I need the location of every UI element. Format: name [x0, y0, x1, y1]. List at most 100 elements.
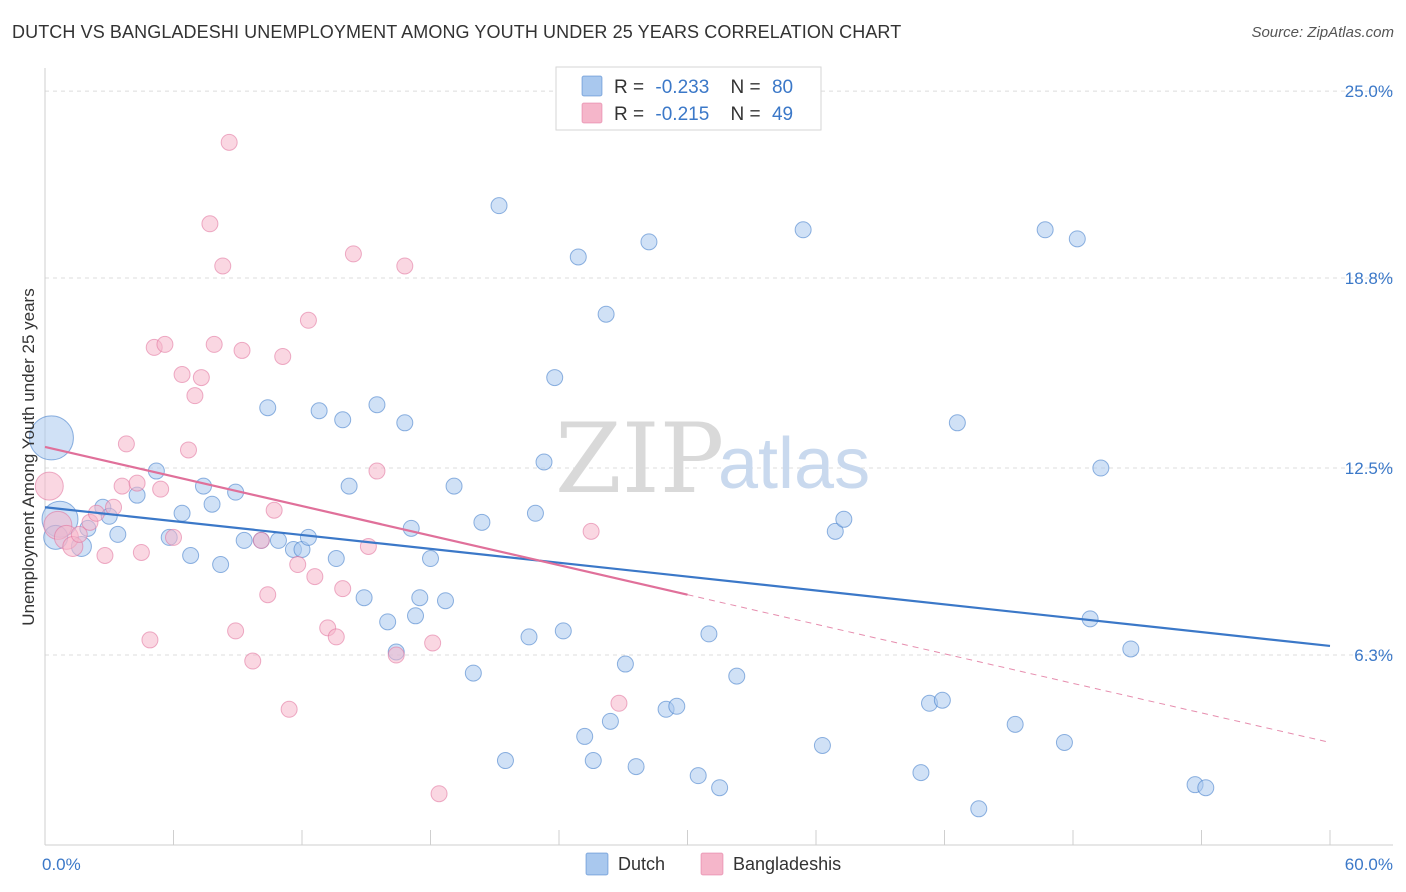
watermark-atlas: atlas — [718, 424, 870, 504]
bangladeshi-point — [156, 335, 174, 353]
dutch-point — [212, 556, 230, 574]
dutch-point — [1197, 779, 1215, 797]
source-label: Source: ZipAtlas.com — [1251, 24, 1394, 41]
bangladeshi-point — [233, 341, 251, 359]
bangladeshi-point — [387, 646, 405, 664]
dutch-point — [1036, 221, 1054, 239]
dutch-point — [194, 477, 212, 495]
dutch-point — [597, 305, 615, 323]
chart-title: DUTCH VS BANGLADESHI UNEMPLOYMENT AMONG … — [12, 22, 902, 42]
dutch-point — [340, 477, 358, 495]
bangladeshi-point — [252, 531, 270, 549]
bangladeshi-point — [173, 366, 191, 384]
dutch-point — [269, 531, 287, 549]
legend-swatch-dutch — [581, 75, 603, 97]
dutch-point — [569, 248, 587, 266]
dutch-point — [826, 522, 844, 540]
dutch-point — [794, 221, 812, 239]
dutch-point — [689, 767, 707, 785]
bangladeshi-point — [70, 525, 88, 543]
bangladeshi-point — [128, 474, 146, 492]
dutch-point — [933, 691, 951, 709]
bangladeshi-point — [105, 498, 123, 516]
bangladeshi-point — [327, 628, 345, 646]
dutch-point — [546, 369, 564, 387]
dutch-point — [445, 477, 463, 495]
bangladeshi-point — [306, 568, 324, 586]
dutch-point — [259, 399, 277, 417]
bangladeshi-point — [113, 477, 131, 495]
y-axis-label: Unemployment Among Youth under 25 years — [19, 288, 38, 625]
svg-text:R = -0.233 N =: R = -0.233 N = 80 — [614, 77, 793, 98]
bangladeshi-point — [289, 556, 307, 574]
bangladeshi-point — [430, 785, 448, 803]
bottom-legend-dutch: Dutch — [618, 854, 665, 874]
bangladeshi-point — [344, 245, 362, 263]
dutch-point — [1068, 230, 1086, 248]
dutch-point — [584, 752, 602, 770]
bottom-legend-swatch-dutch — [585, 852, 609, 876]
y-tick-label: 25.0% — [1345, 82, 1393, 101]
bangladeshi-point — [201, 215, 219, 233]
gridlines — [45, 90, 1393, 656]
legend-bangladeshi-n: 49 — [772, 104, 793, 125]
bangladeshi-point — [299, 311, 317, 329]
bangladeshi-points — [34, 133, 628, 803]
dutch-point — [1092, 459, 1110, 477]
y-tick-labels: 6.3% 12.5% 18.8% 25.0% — [1345, 82, 1393, 665]
dutch-point — [379, 613, 397, 631]
dutch-point — [711, 779, 729, 797]
dutch-point — [402, 519, 420, 537]
dutch-point — [173, 504, 191, 522]
dutch-point — [407, 607, 425, 625]
dutch-point — [627, 758, 645, 776]
dutch-point — [576, 727, 594, 745]
dutch-point — [182, 546, 200, 564]
legend-dutch-n-label: N = — [731, 77, 761, 98]
dutch-point — [355, 589, 373, 607]
bangladeshi-point — [205, 335, 223, 353]
bangladeshi-point — [368, 462, 386, 480]
dutch-point — [464, 664, 482, 682]
dutch-point — [912, 764, 930, 782]
dutch-point — [535, 453, 553, 471]
bangladeshi-point — [244, 652, 262, 670]
legend: R = -0.233 N = 80 R = -0.215 N = 49 — [555, 66, 822, 131]
dutch-point — [948, 414, 966, 432]
legend-dutch-n: 80 — [772, 77, 793, 98]
bangladeshi-point — [34, 471, 64, 501]
bangladeshi-point — [610, 694, 628, 712]
dutch-point — [436, 592, 454, 610]
bangladeshi-point — [280, 700, 298, 718]
legend-bangladeshi-r-label: R = — [614, 104, 644, 125]
bangladeshi-point — [265, 501, 283, 519]
legend-dutch-r: -0.233 — [655, 77, 709, 98]
bangladeshi-point — [424, 634, 442, 652]
dutch-point — [700, 625, 718, 643]
dutch-point — [520, 628, 538, 646]
dutch-point — [835, 510, 853, 528]
dutch-point — [310, 402, 328, 420]
dutch-point — [554, 622, 572, 640]
bottom-legend: Dutch Bangladeshis — [585, 852, 841, 876]
dutch-point — [473, 513, 491, 531]
bangladeshi-point — [132, 543, 150, 561]
dutch-point — [299, 528, 317, 546]
dutch-point — [109, 525, 127, 543]
bangladeshi-point — [179, 441, 197, 459]
legend-dutch-r-label: R = — [614, 77, 644, 98]
dutch-point — [411, 589, 429, 607]
bangladeshi-point — [227, 622, 245, 640]
y-tick-label: 18.8% — [1345, 269, 1393, 288]
bottom-legend-swatch-bangladeshi — [700, 852, 724, 876]
dutch-point — [368, 396, 386, 414]
bangladeshi-point — [186, 387, 204, 405]
dutch-point — [1122, 640, 1140, 658]
x-tick-label-max: 60.0% — [1345, 855, 1393, 874]
dutch-point — [728, 667, 746, 685]
y-tick-label: 6.3% — [1354, 646, 1393, 665]
bangladeshi-point — [152, 480, 170, 498]
dutch-point — [28, 415, 74, 461]
dutch-trendline — [44, 506, 1331, 648]
